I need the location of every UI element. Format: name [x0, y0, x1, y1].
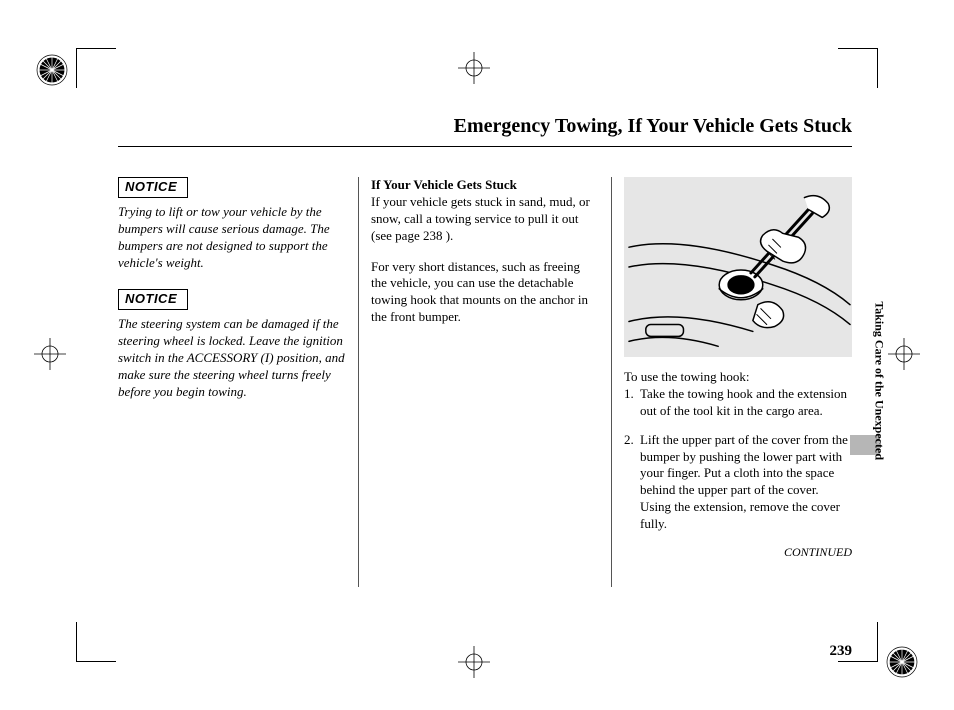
body-text: If your vehicle gets stuck in sand, mud,…	[371, 194, 590, 243]
cross-mark-icon	[32, 336, 68, 372]
registration-mark-icon	[882, 642, 922, 682]
step-2: 2. Lift the upper part of the cover from…	[624, 432, 852, 533]
list-intro: To use the towing hook:	[624, 369, 852, 386]
paragraph: For very short distances, such as freein…	[371, 259, 599, 327]
cross-mark-icon	[886, 336, 922, 372]
page-title: Emergency Towing, If Your Vehicle Gets S…	[90, 115, 880, 138]
document-page: Emergency Towing, If Your Vehicle Gets S…	[90, 45, 880, 670]
towing-hook-figure	[624, 177, 852, 357]
step-number: 2.	[624, 432, 640, 533]
paragraph: If Your Vehicle Gets Stuck If your vehic…	[371, 177, 599, 245]
notice-label: NOTICE	[118, 289, 188, 310]
step-text: Lift the upper part of the cover from th…	[640, 432, 852, 533]
step-number: 1.	[624, 386, 640, 420]
section-label: Taking Care of the Unexpected	[872, 301, 887, 460]
column-2: If Your Vehicle Gets Stuck If your vehic…	[359, 177, 612, 587]
header-rule	[118, 146, 852, 147]
notice-label: NOTICE	[118, 177, 188, 198]
content-columns: NOTICE Trying to lift or tow your vehicl…	[90, 177, 880, 587]
subheading: If Your Vehicle Gets Stuck	[371, 177, 517, 192]
step-1: 1. Take the towing hook and the extensio…	[624, 386, 852, 420]
registration-mark-icon	[32, 50, 72, 90]
step-text: Take the towing hook and the extension o…	[640, 386, 852, 420]
column-1: NOTICE Trying to lift or tow your vehicl…	[118, 177, 359, 587]
page-number: 239	[830, 643, 853, 660]
column-3: To use the towing hook: 1. Take the towi…	[612, 177, 852, 587]
notice-text-2: The steering system can be damaged if th…	[118, 316, 346, 400]
notice-text-1: Trying to lift or tow your vehicle by th…	[118, 204, 346, 272]
continued-marker: CONTINUED	[624, 545, 852, 561]
